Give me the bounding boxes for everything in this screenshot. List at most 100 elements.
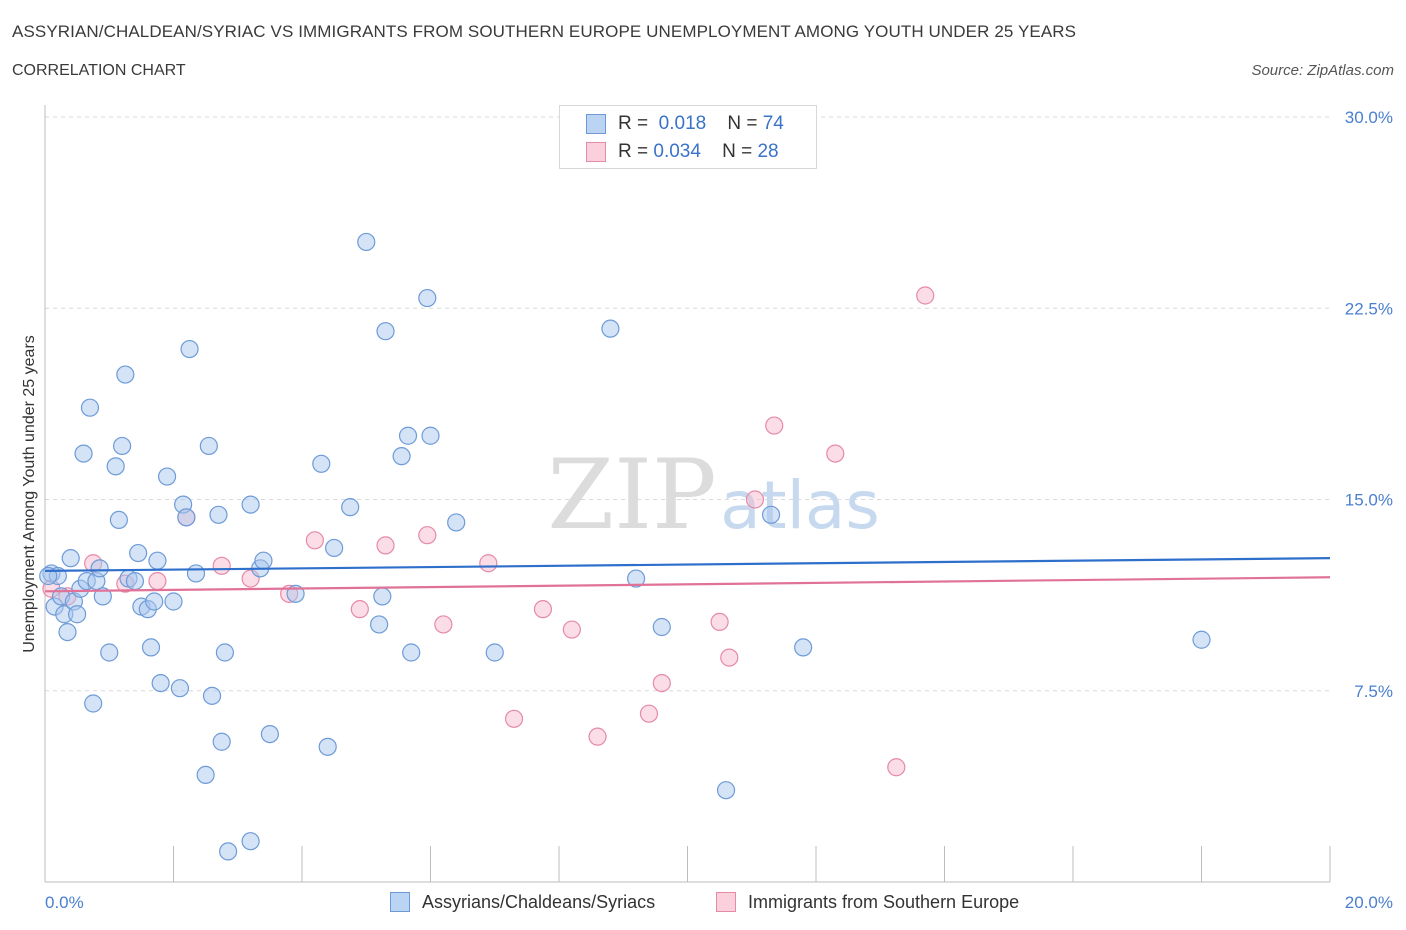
point-blue [652, 617, 671, 637]
point-blue [170, 679, 190, 698]
legend-n-value: 74 [762, 113, 784, 134]
y-tick-label: 7.5% [1354, 682, 1393, 701]
point-blue [186, 564, 206, 583]
legend-n-value: 28 [757, 141, 779, 162]
x-tick-max: 20.0% [1345, 893, 1393, 912]
point-blue [209, 505, 228, 524]
bottom-legend-label-blue: Assyrians/Chaldeans/Syriacs [422, 891, 656, 912]
point-pink [376, 536, 395, 555]
point-pink [639, 704, 659, 723]
point-pink [720, 648, 739, 667]
point-blue [341, 498, 360, 517]
point-pink [826, 444, 845, 463]
point-blue [58, 622, 77, 642]
point-blue [106, 457, 125, 476]
point-blue [196, 765, 215, 785]
point-pink [765, 416, 784, 435]
y-axis-label: Unemployment Among Youth under 25 years [21, 335, 38, 653]
point-blue [716, 781, 736, 800]
point-blue [68, 605, 87, 624]
point-blue [116, 365, 135, 384]
point-pink [916, 286, 935, 305]
point-blue [376, 322, 395, 341]
source-credit: Source: ZipAtlas.com [1251, 62, 1394, 79]
point-pink [533, 600, 553, 619]
point-blue [180, 339, 199, 359]
legend-row-blue: R = 0.018 N = 74 [586, 112, 784, 136]
point-blue [485, 643, 504, 662]
x-tick-min: 0.0% [45, 893, 84, 912]
point-blue [601, 319, 620, 338]
watermark: ZIP atlas [547, 439, 879, 551]
point-blue [177, 508, 196, 527]
point-pink [418, 526, 437, 545]
point-pink [710, 612, 729, 632]
point-blue [148, 551, 167, 570]
point-blue [164, 592, 183, 611]
point-blue [241, 495, 260, 514]
point-blue [100, 643, 119, 662]
point-blue [145, 592, 164, 611]
point-blue [370, 615, 389, 634]
point-blue [202, 686, 222, 705]
watermark-atlas: atlas [720, 467, 880, 544]
point-blue [129, 543, 148, 563]
stats-legend: R = 0.018 N = 74 R = 0.034 N = 28 [559, 105, 817, 169]
point-blue [219, 842, 238, 861]
point-pink [745, 490, 765, 509]
point-blue [241, 832, 260, 851]
bottom-legend-swatch-pink [716, 892, 736, 912]
point-pink [887, 758, 906, 777]
point-blue [254, 551, 273, 570]
point-blue [74, 444, 93, 463]
point-pink [562, 620, 581, 639]
point-blue [212, 732, 231, 751]
point-blue [260, 724, 279, 744]
watermark-zip: ZIP [547, 439, 716, 551]
point-pink [212, 556, 231, 575]
point-blue [157, 467, 177, 486]
chart-title: ASSYRIAN/CHALDEAN/SYRIAC VS IMMIGRANTS F… [12, 22, 1077, 41]
bottom-legend-pink: Immigrants from Southern Europe [716, 890, 1019, 914]
point-blue [402, 643, 421, 662]
point-pink [504, 709, 524, 728]
point-blue [398, 426, 418, 445]
legend-n-label: N = [722, 141, 753, 162]
point-blue [318, 737, 337, 756]
bottom-legend-label-pink: Immigrants from Southern Europe [748, 891, 1020, 912]
point-pink [434, 615, 453, 634]
y-tick-labels: 7.5% 15.0% 22.5% 30.0% [1345, 108, 1393, 701]
legend-r-label: R = [618, 141, 649, 162]
legend-r-value: 0.018 [658, 113, 707, 134]
point-blue [1192, 630, 1211, 649]
point-blue [199, 436, 218, 456]
legend-swatch-blue [586, 114, 606, 134]
point-blue [90, 559, 109, 578]
point-pink [652, 673, 671, 693]
point-blue [761, 505, 781, 524]
point-blue [325, 538, 344, 558]
trendline-pink [44, 576, 1331, 593]
bottom-legend-swatch-blue [390, 892, 410, 912]
point-blue [84, 694, 103, 713]
point-blue [80, 398, 100, 417]
gridlines [45, 116, 1330, 692]
legend-r-value: 0.034 [653, 141, 701, 162]
chart-subtitle: CORRELATION CHART [12, 62, 186, 79]
point-blue [109, 510, 128, 530]
y-tick-label: 30.0% [1345, 108, 1393, 127]
point-blue [421, 426, 440, 445]
point-blue [151, 673, 170, 693]
bottom-legend-blue: Assyrians/Chaldeans/Syriacs [390, 890, 655, 914]
legend-swatch-pink [586, 142, 606, 162]
point-pink [148, 571, 167, 591]
point-pink [588, 727, 607, 746]
trendline-blue [44, 557, 1331, 572]
point-blue [418, 288, 437, 308]
point-blue [626, 569, 646, 588]
point-pink [479, 554, 498, 573]
point-blue [125, 571, 145, 591]
trendlines [44, 557, 1331, 593]
point-blue [373, 587, 392, 606]
